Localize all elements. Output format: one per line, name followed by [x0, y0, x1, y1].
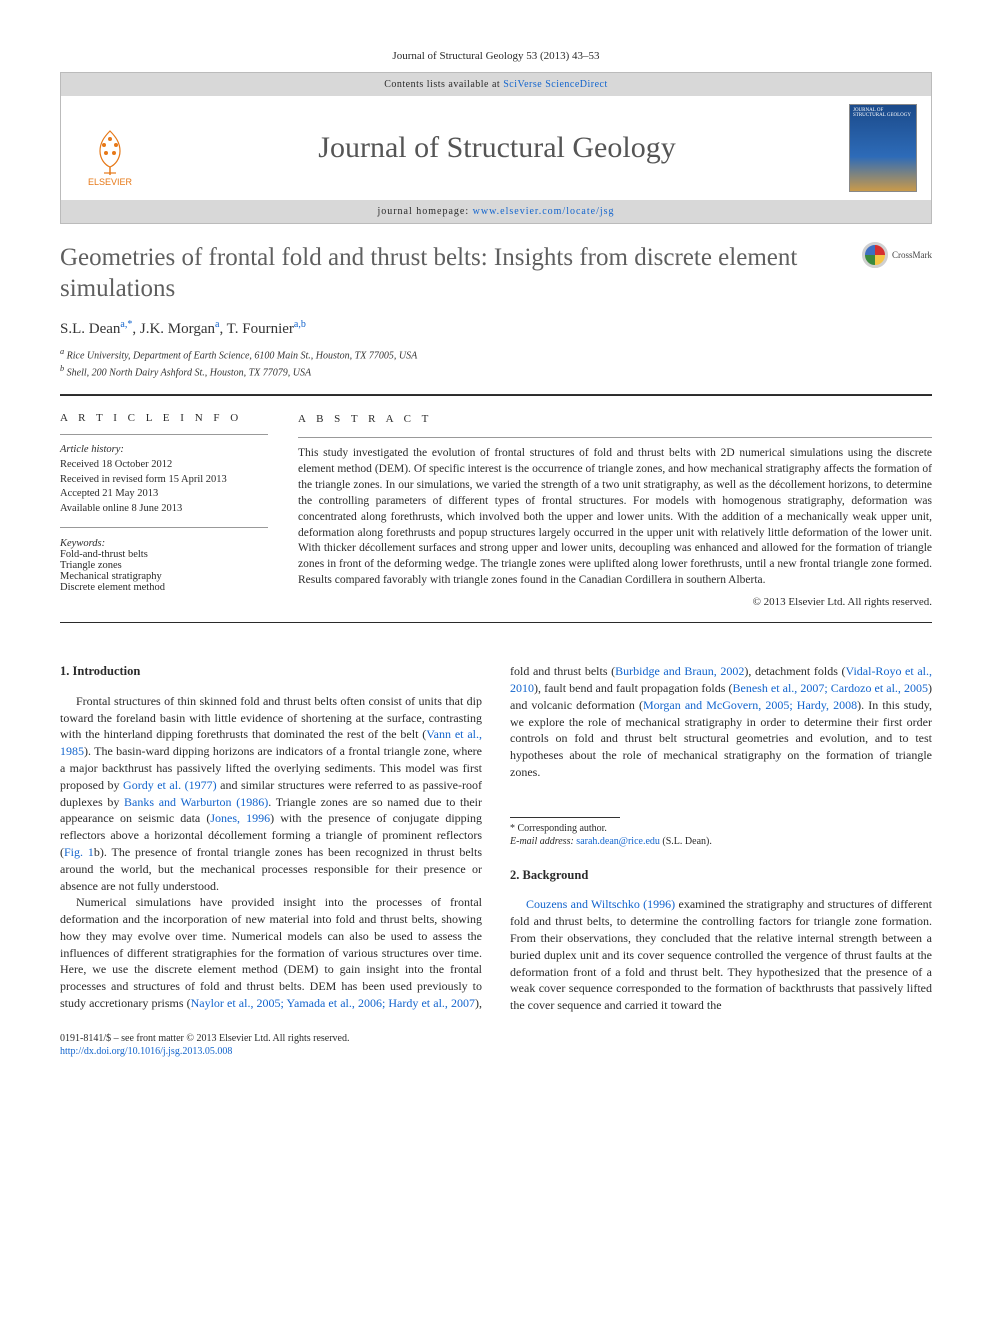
keyword-2: Mechanical stratigraphy — [60, 571, 162, 582]
divider-bottom — [60, 622, 932, 623]
history-accepted: Accepted 21 May 2013 — [60, 488, 158, 499]
author-3[interactable]: , T. Fournier — [219, 321, 293, 337]
history-heading: Article history: — [60, 444, 124, 455]
abstract-copyright: © 2013 Elsevier Ltd. All rights reserved… — [298, 595, 932, 610]
author-1[interactable]: S.L. Dean — [60, 321, 120, 337]
ref-fig-1[interactable]: Fig. 1 — [64, 845, 94, 859]
citation-line: Journal of Structural Geology 53 (2013) … — [60, 50, 932, 62]
cover-thumb-text: JOURNAL OF STRUCTURAL GEOLOGY — [853, 108, 911, 118]
history-online: Available online 8 June 2013 — [60, 503, 182, 514]
journal-header-box: Contents lists available at SciVerse Sci… — [60, 72, 932, 224]
history-revised: Received in revised form 15 April 2013 — [60, 474, 227, 485]
abstract-text: This study investigated the evolution of… — [298, 446, 932, 589]
article-title: Geometries of frontal fold and thrust be… — [60, 242, 820, 305]
contents-bar: Contents lists available at SciVerse Sci… — [61, 73, 931, 96]
author-2[interactable]: , J.K. Morgan — [132, 321, 215, 337]
article-info-heading: A R T I C L E I N F O — [60, 412, 268, 424]
corresponding-author: * Corresponding author. — [510, 822, 932, 836]
journal-cover-thumb[interactable]: JOURNAL OF STRUCTURAL GEOLOGY — [849, 104, 917, 192]
ref-morgan-2005[interactable]: Morgan and McGovern, 2005; Hardy, 2008 — [643, 698, 857, 712]
email-link[interactable]: sarah.dean@rice.edu — [576, 836, 660, 847]
journal-name: Journal of Structural Geology — [145, 131, 849, 165]
issn-line: 0191-8141/$ – see front matter © 2013 El… — [60, 1032, 932, 1046]
article-info-column: A R T I C L E I N F O Article history: R… — [60, 412, 268, 610]
footnote-rule — [510, 817, 620, 818]
homepage-bar: journal homepage: www.elsevier.com/locat… — [61, 200, 931, 223]
email-person: (S.L. Dean). — [660, 836, 712, 847]
crossmark-label: CrossMark — [892, 250, 932, 260]
keyword-3: Discrete element method — [60, 582, 165, 593]
homepage-link[interactable]: www.elsevier.com/locate/jsg — [473, 206, 615, 217]
contents-prefix: Contents lists available at — [384, 79, 503, 90]
s1p2-c: ), detachment folds ( — [744, 664, 845, 678]
ref-jones-1996[interactable]: Jones, 1996 — [210, 811, 270, 825]
authors-line: S.L. Deana,*, J.K. Morgana, T. Fourniera… — [60, 319, 932, 338]
section-2-heading: 2. Background — [510, 867, 932, 885]
affiliation-b: b Shell, 200 North Dairy Ashford St., Ho… — [60, 363, 932, 380]
author-3-aff: a,b — [294, 319, 306, 330]
section-1-heading: 1. Introduction — [60, 663, 482, 681]
abstract-column: A B S T R A C T This study investigated … — [298, 412, 932, 610]
page-footer: 0191-8141/$ – see front matter © 2013 El… — [60, 1032, 932, 1059]
keyword-1: Triangle zones — [60, 560, 122, 571]
elsevier-tree-icon — [86, 127, 134, 177]
s1p1-a: Frontal structures of thin skinned fold … — [60, 694, 482, 742]
ref-naylor-2005[interactable]: Naylor et al., 2005; Yamada et al., 2006… — [191, 996, 475, 1010]
crossmark-icon — [862, 242, 888, 268]
ref-benesh-2007[interactable]: Benesh et al., 2007; Cardozo et al., 200… — [733, 681, 929, 695]
keyword-0: Fold-and-thrust belts — [60, 549, 148, 560]
body-columns: 1. Introduction Frontal structures of th… — [60, 663, 932, 1014]
s2p1-a: examined the stratigraphy and structures… — [510, 897, 932, 1012]
section-2-para-1: Couzens and Wiltschko (1996) examined th… — [510, 896, 932, 1014]
s1p1-f: b). The presence of frontal triangle zon… — [60, 845, 482, 893]
corresponding-footnote: * Corresponding author. E-mail address: … — [510, 822, 932, 849]
abs-divider — [298, 437, 932, 438]
keywords-heading: Keywords: — [60, 538, 105, 549]
homepage-prefix: journal homepage: — [377, 206, 472, 217]
author-1-aff: a,* — [120, 319, 132, 330]
doi-link[interactable]: http://dx.doi.org/10.1016/j.jsg.2013.05.… — [60, 1046, 232, 1057]
elsevier-label: ELSEVIER — [88, 177, 132, 187]
affil-b-text: Shell, 200 North Dairy Ashford St., Hous… — [67, 367, 311, 378]
affiliation-a: a Rice University, Department of Earth S… — [60, 346, 932, 363]
ref-gordy-1977[interactable]: Gordy et al. (1977) — [123, 778, 217, 792]
article-history-block: Article history: Received 18 October 201… — [60, 443, 268, 527]
section-1-para-1: Frontal structures of thin skinned fold … — [60, 693, 482, 895]
ref-burbidge-2002[interactable]: Burbidge and Braun, 2002 — [615, 664, 744, 678]
ref-banks-1986[interactable]: Banks and Warburton (1986) — [124, 795, 268, 809]
elsevier-logo[interactable]: ELSEVIER — [75, 109, 145, 187]
email-label: E-mail address: — [510, 836, 576, 847]
s1p2-d: ), fault bend and fault propagation fold… — [534, 681, 733, 695]
keywords-block: Keywords: Fold-and-thrust belts Triangle… — [60, 538, 268, 593]
ref-couzens-1996[interactable]: Couzens and Wiltschko (1996) — [526, 897, 675, 911]
crossmark-badge[interactable]: CrossMark — [862, 242, 932, 268]
info-divider-1 — [60, 434, 268, 435]
s1p2-a: Numerical simulations have provided insi… — [60, 895, 482, 1010]
abstract-heading: A B S T R A C T — [298, 412, 932, 427]
sciencedirect-link[interactable]: SciVerse ScienceDirect — [503, 79, 608, 90]
history-received: Received 18 October 2012 — [60, 459, 172, 470]
affil-a-text: Rice University, Department of Earth Sci… — [67, 350, 418, 361]
